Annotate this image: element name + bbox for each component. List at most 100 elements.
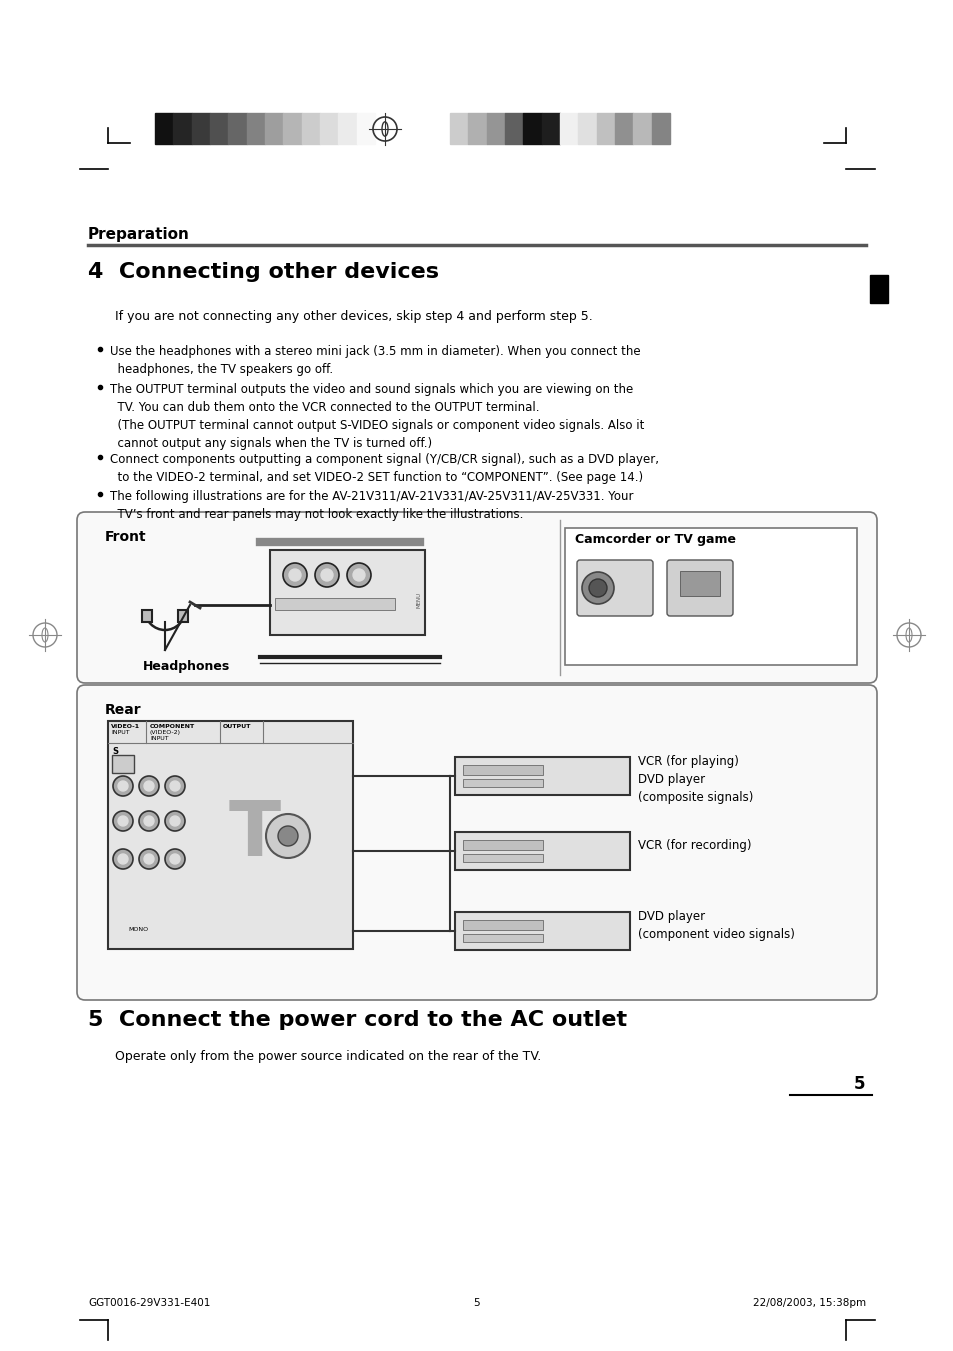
Circle shape bbox=[277, 825, 297, 846]
Bar bbox=[679, 571, 720, 596]
Circle shape bbox=[283, 563, 307, 586]
Circle shape bbox=[144, 816, 153, 825]
Bar bbox=[154, 113, 173, 145]
Text: Preparation: Preparation bbox=[88, 227, 190, 242]
Bar bbox=[142, 611, 152, 621]
Text: GGT0016-29V331-E401: GGT0016-29V331-E401 bbox=[88, 1298, 211, 1308]
Text: S: S bbox=[112, 747, 118, 757]
Circle shape bbox=[170, 781, 180, 790]
Text: 5: 5 bbox=[474, 1298, 479, 1308]
Bar bbox=[578, 113, 596, 145]
Bar bbox=[192, 113, 210, 145]
Bar bbox=[564, 528, 856, 665]
Text: (VIDEO-2): (VIDEO-2) bbox=[150, 730, 181, 735]
Bar bbox=[462, 934, 542, 942]
Bar bbox=[338, 113, 356, 145]
Bar bbox=[178, 611, 188, 621]
Bar bbox=[633, 113, 651, 145]
Text: VCR (for playing)
DVD player
(composite signals): VCR (for playing) DVD player (composite … bbox=[638, 755, 753, 804]
FancyBboxPatch shape bbox=[77, 685, 876, 1000]
Text: INPUT: INPUT bbox=[111, 730, 130, 735]
Circle shape bbox=[588, 580, 606, 597]
Circle shape bbox=[139, 848, 159, 869]
Bar bbox=[596, 113, 615, 145]
Bar bbox=[504, 113, 523, 145]
Bar bbox=[462, 854, 542, 862]
Bar bbox=[455, 757, 629, 794]
FancyBboxPatch shape bbox=[77, 512, 876, 684]
Text: INPUT: INPUT bbox=[150, 736, 169, 740]
Bar bbox=[301, 113, 319, 145]
Text: Connect components outputting a component signal (Y/CB/CR signal), such as a DVD: Connect components outputting a componen… bbox=[110, 453, 659, 484]
Circle shape bbox=[320, 569, 333, 581]
Circle shape bbox=[165, 811, 185, 831]
Text: Front: Front bbox=[105, 530, 147, 544]
Circle shape bbox=[266, 815, 310, 858]
Text: If you are not connecting any other devices, skip step 4 and perform step 5.: If you are not connecting any other devi… bbox=[115, 309, 592, 323]
Text: The OUTPUT terminal outputs the video and sound signals which you are viewing on: The OUTPUT terminal outputs the video an… bbox=[110, 382, 643, 450]
Circle shape bbox=[314, 563, 338, 586]
Text: VIDEO-1: VIDEO-1 bbox=[111, 724, 140, 730]
Text: DVD player
(component video signals): DVD player (component video signals) bbox=[638, 911, 794, 942]
Circle shape bbox=[581, 571, 614, 604]
Bar bbox=[112, 755, 133, 773]
Text: 22/08/2003, 15:38pm: 22/08/2003, 15:38pm bbox=[752, 1298, 865, 1308]
Circle shape bbox=[112, 775, 132, 796]
Circle shape bbox=[165, 775, 185, 796]
Bar bbox=[283, 113, 301, 145]
Circle shape bbox=[112, 811, 132, 831]
Bar bbox=[450, 113, 468, 145]
Bar bbox=[270, 550, 424, 635]
Text: T: T bbox=[229, 798, 281, 871]
Text: Use the headphones with a stereo mini jack (3.5 mm in diameter). When you connec: Use the headphones with a stereo mini ja… bbox=[110, 345, 640, 376]
Bar bbox=[265, 113, 283, 145]
Circle shape bbox=[139, 811, 159, 831]
Text: VCR (for recording): VCR (for recording) bbox=[638, 839, 751, 852]
Circle shape bbox=[118, 781, 128, 790]
FancyBboxPatch shape bbox=[577, 561, 652, 616]
Text: OUTPUT: OUTPUT bbox=[223, 724, 251, 730]
Text: 4  Connecting other devices: 4 Connecting other devices bbox=[88, 262, 438, 282]
Bar bbox=[319, 113, 338, 145]
Circle shape bbox=[347, 563, 371, 586]
Circle shape bbox=[144, 854, 153, 865]
Text: Operate only from the power source indicated on the rear of the TV.: Operate only from the power source indic… bbox=[115, 1050, 540, 1063]
Circle shape bbox=[139, 775, 159, 796]
Bar bbox=[541, 113, 559, 145]
Circle shape bbox=[118, 854, 128, 865]
Text: 5: 5 bbox=[853, 1075, 864, 1093]
Bar bbox=[869, 276, 887, 303]
Bar bbox=[228, 113, 247, 145]
Bar bbox=[108, 721, 353, 948]
Bar bbox=[247, 113, 265, 145]
Bar bbox=[210, 113, 228, 145]
FancyBboxPatch shape bbox=[666, 561, 732, 616]
Bar bbox=[274, 598, 395, 611]
Circle shape bbox=[170, 816, 180, 825]
Bar bbox=[462, 920, 542, 929]
Text: The following illustrations are for the AV-21V311/AV-21V331/AV-25V311/AV-25V331.: The following illustrations are for the … bbox=[110, 490, 633, 521]
Bar bbox=[356, 113, 375, 145]
Bar bbox=[173, 113, 192, 145]
Bar bbox=[462, 840, 542, 850]
Circle shape bbox=[353, 569, 365, 581]
Circle shape bbox=[112, 848, 132, 869]
Text: MENU: MENU bbox=[416, 592, 421, 608]
Text: Camcorder or TV game: Camcorder or TV game bbox=[575, 534, 735, 546]
Bar bbox=[455, 912, 629, 950]
Text: Headphones: Headphones bbox=[143, 661, 230, 673]
Bar bbox=[559, 113, 578, 145]
Bar bbox=[462, 765, 542, 775]
Bar bbox=[486, 113, 504, 145]
Bar bbox=[651, 113, 669, 145]
Text: Rear: Rear bbox=[105, 703, 141, 717]
Bar bbox=[468, 113, 486, 145]
Text: COMPONENT: COMPONENT bbox=[150, 724, 195, 730]
Bar bbox=[523, 113, 541, 145]
Circle shape bbox=[289, 569, 301, 581]
Circle shape bbox=[165, 848, 185, 869]
Text: MONO: MONO bbox=[128, 927, 148, 932]
Bar bbox=[462, 780, 542, 788]
Circle shape bbox=[144, 781, 153, 790]
Circle shape bbox=[118, 816, 128, 825]
